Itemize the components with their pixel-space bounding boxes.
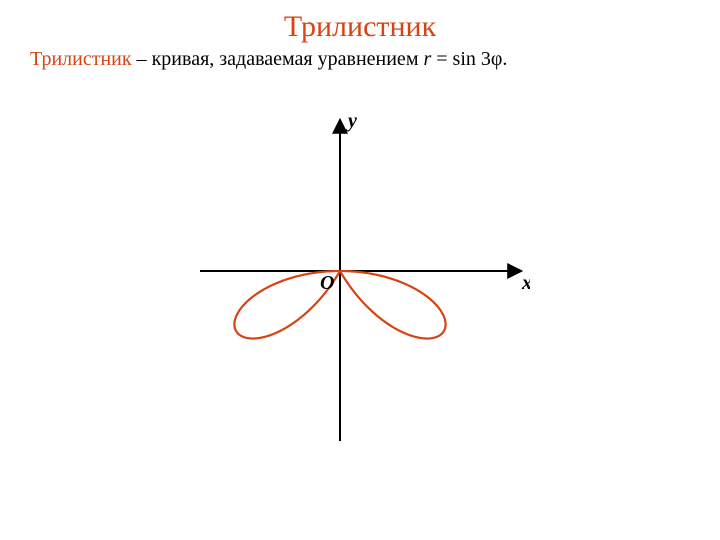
def-rest: – кривая, задаваемая уравнением	[132, 48, 424, 70]
origin-label: O	[320, 272, 334, 294]
eq-rest: = sin 3φ.	[431, 48, 507, 70]
trefoil-chart: x y O	[190, 101, 530, 461]
x-axis-label: x	[521, 272, 530, 294]
chart-container: x y O	[0, 101, 720, 461]
page-title: Трилистник	[0, 0, 720, 44]
definition-text: Трилистник – кривая, задаваемая уравнени…	[0, 44, 720, 71]
term: Трилистник	[30, 48, 132, 70]
y-axis-label: y	[346, 110, 357, 132]
